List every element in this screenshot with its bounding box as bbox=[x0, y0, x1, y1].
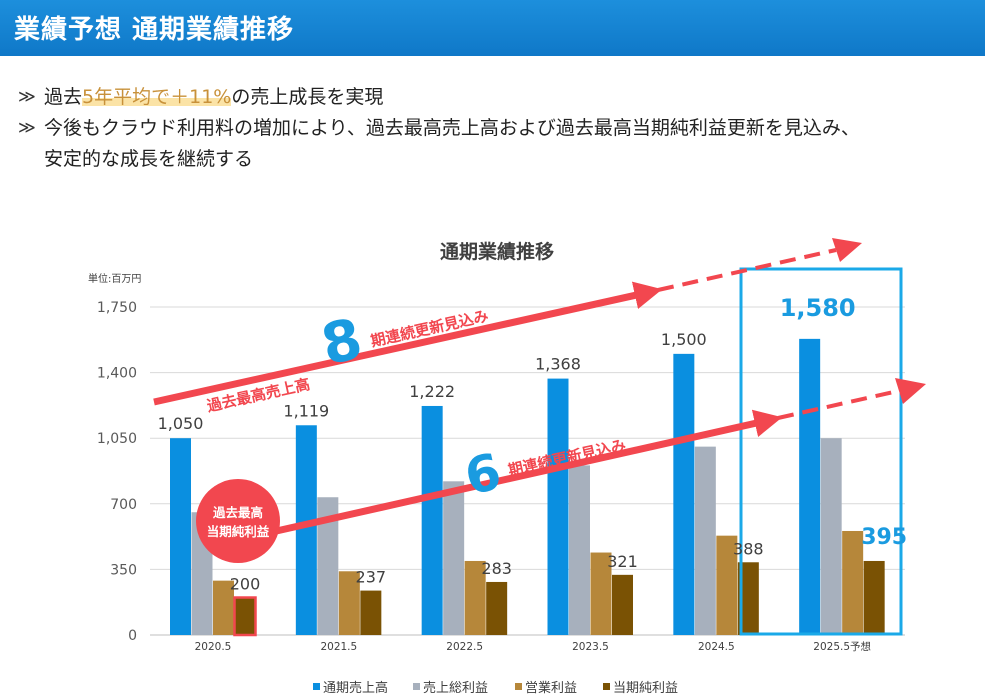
net-income-data-label: 388 bbox=[733, 539, 764, 558]
y-tick-label: 1,400 bbox=[97, 366, 137, 382]
bar-gross-profit bbox=[569, 465, 590, 635]
bullet-text: 過去5年平均で＋11%の売上成長を実現 bbox=[44, 82, 383, 113]
legend-swatch bbox=[313, 683, 320, 690]
bar-revenue bbox=[170, 438, 191, 635]
x-tick-label: 2025.5予想 bbox=[813, 640, 871, 653]
bar-revenue bbox=[421, 405, 443, 635]
bullet-text: 今後もクラウド利用料の増加により、過去最高売上高および過去最高当期純利益更新を見… bbox=[44, 113, 860, 175]
bar-operating-income bbox=[842, 530, 864, 635]
forecast-highlight-box bbox=[739, 267, 903, 636]
legend: 通期売上高 売上総利益 営業利益 当期純利益 bbox=[313, 680, 678, 696]
net-income-data-label: 200 bbox=[230, 575, 261, 594]
income-streak-number: 6 bbox=[460, 442, 507, 506]
legend-label: 営業利益 bbox=[525, 680, 577, 696]
revenue-data-label: 1,580 bbox=[780, 294, 856, 322]
revenue-data-label: 1,500 bbox=[661, 330, 707, 349]
legend-label: 売上総利益 bbox=[423, 680, 488, 696]
bar-operating-income bbox=[464, 560, 486, 635]
net-income-data-label: 395 bbox=[861, 525, 907, 550]
x-tick-label: 2022.5 bbox=[446, 641, 483, 653]
legend-swatch bbox=[515, 683, 522, 690]
bars bbox=[170, 338, 885, 637]
bar-gross-profit bbox=[317, 497, 339, 635]
revenue-data-label: 1,222 bbox=[409, 382, 455, 401]
revenue-trend-arrow bbox=[153, 238, 862, 406]
legend-label: 通期売上高 bbox=[323, 680, 388, 696]
bar-net-income bbox=[360, 590, 382, 635]
legend-swatch bbox=[413, 683, 420, 690]
bar-net-income bbox=[863, 560, 885, 635]
unit-label: 単位:百万円 bbox=[88, 272, 141, 285]
chart-title: 通期業績推移 bbox=[440, 240, 554, 263]
revenue-data-label: 1,119 bbox=[283, 401, 329, 420]
x-axis: 2020.5 2021.5 2022.5 2023.5 2024.5 2025.5予想 bbox=[195, 640, 871, 653]
header-bar: 業績予想 通期業績推移 bbox=[0, 0, 985, 56]
net-income-data-label: 283 bbox=[481, 559, 512, 578]
net-income-data-label: 321 bbox=[607, 552, 638, 571]
legend-label: 当期純利益 bbox=[613, 681, 678, 696]
bar-revenue bbox=[547, 378, 569, 635]
bar-revenue bbox=[673, 353, 695, 635]
bar-net-income bbox=[737, 562, 759, 635]
bullet-marker: ≫ bbox=[18, 87, 36, 107]
x-tick-label: 2020.5 bbox=[195, 641, 232, 653]
bullet-item: ≫ 今後もクラウド利用料の増加により、過去最高売上高および過去最高当期純利益更新… bbox=[18, 113, 978, 175]
highlight-text: 5年平均で＋11% bbox=[82, 86, 232, 108]
bar-operating-income bbox=[338, 571, 360, 635]
net-income-data-label: 237 bbox=[356, 568, 387, 587]
y-tick-label: 0 bbox=[128, 628, 137, 644]
record-income-badge: 過去最高 当期純利益 bbox=[196, 479, 280, 563]
bar-gross-profit bbox=[694, 446, 716, 635]
bullet-text-prefix: 過去 bbox=[44, 86, 83, 108]
bar-operating-income bbox=[716, 535, 738, 635]
bar-operating-income bbox=[213, 580, 234, 635]
y-tick-label: 1,050 bbox=[97, 431, 137, 447]
bullet-item: ≫ 過去5年平均で＋11%の売上成長を実現 bbox=[18, 82, 978, 113]
bar-net-income bbox=[486, 581, 508, 635]
bar-net-income bbox=[233, 596, 257, 637]
bar-revenue bbox=[295, 425, 317, 635]
page-title: 業績予想 通期業績推移 bbox=[14, 15, 295, 45]
gridlines bbox=[150, 306, 905, 636]
bar-operating-income bbox=[590, 552, 612, 635]
bullet-text-line2: 安定的な成長を継続する bbox=[44, 148, 254, 170]
bullet-list: ≫ 過去5年平均で＋11%の売上成長を実現 ≫ 今後もクラウド利用料の増加により… bbox=[18, 82, 978, 175]
revenue-labels: 1,050 1,119 1,222 1,368 1,500 1,580 bbox=[158, 294, 856, 433]
bullet-marker: ≫ bbox=[18, 118, 36, 138]
legend-swatch bbox=[603, 683, 610, 690]
bar-gross-profit bbox=[443, 481, 465, 635]
net-income-labels: 200 237 283 321 388 395 bbox=[230, 525, 907, 594]
bar-net-income bbox=[612, 574, 633, 635]
x-tick-label: 2023.5 bbox=[572, 641, 609, 653]
badge-line1: 過去最高 bbox=[212, 505, 263, 520]
y-tick-label: 1,750 bbox=[97, 300, 137, 316]
bullet-text-suffix: の売上成長を実現 bbox=[231, 86, 384, 108]
net-income-trend-arrow bbox=[271, 378, 926, 536]
bar-gross-profit bbox=[820, 438, 842, 635]
badge-line2: 当期純利益 bbox=[207, 524, 270, 539]
bar-revenue bbox=[799, 338, 821, 635]
bullet-text-line1: 今後もクラウド利用料の増加により、過去最高売上高および過去最高当期純利益更新を見… bbox=[44, 117, 860, 139]
y-tick-label: 700 bbox=[110, 497, 137, 513]
y-tick-label: 350 bbox=[110, 562, 137, 578]
revenue-data-label: 1,050 bbox=[158, 414, 204, 433]
x-tick-label: 2024.5 bbox=[698, 641, 735, 653]
revenue-data-label: 1,368 bbox=[535, 355, 581, 374]
x-tick-label: 2021.5 bbox=[320, 641, 357, 653]
y-axis: 0 350 700 1,050 1,400 1,750 bbox=[97, 300, 137, 644]
